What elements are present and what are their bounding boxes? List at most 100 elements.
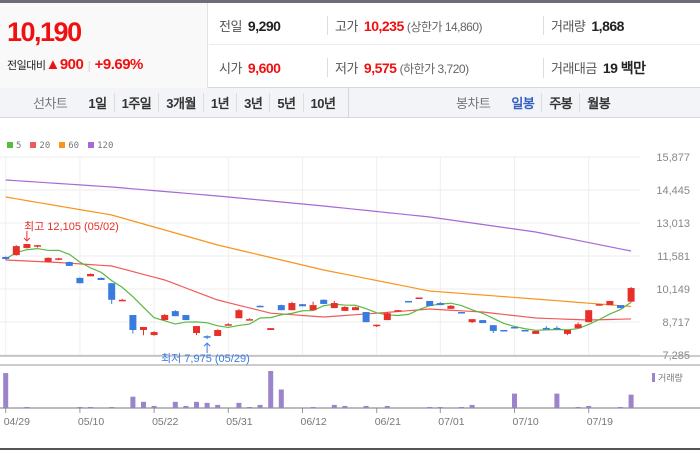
volume-legend-swatch (652, 373, 655, 382)
volume-bar (183, 405, 189, 408)
candle (532, 330, 540, 334)
candle (108, 283, 116, 300)
tab-5y[interactable]: 5년 (269, 93, 302, 112)
candle (447, 305, 455, 309)
chart-tabs: 선차트 1일 1주일 3개월 1년 3년 5년 10년 봉차트 일봉 주봉 월봉 (0, 88, 700, 118)
volume-bar (363, 405, 369, 408)
volume-bar (247, 406, 252, 408)
candle (585, 310, 593, 323)
x-tick-label: 04/29 (4, 416, 30, 428)
candle (23, 244, 31, 248)
tab-daily[interactable]: 일봉 (511, 96, 535, 111)
bottom-border (0, 448, 700, 450)
candle (299, 304, 306, 307)
legend-ma5: 5 (7, 141, 21, 151)
tab-3m[interactable]: 3개월 (158, 93, 203, 112)
volume-bar (554, 393, 560, 408)
volume-bar (586, 405, 592, 408)
high-annotation: 최고 12,105 (05/02) (24, 221, 119, 233)
change-value: 900 (59, 56, 84, 73)
candle (171, 311, 179, 317)
tab-weekly[interactable]: 주봉 (541, 93, 579, 112)
candle (564, 329, 571, 334)
volume: 거래량 1,868 (543, 16, 624, 35)
candle (627, 288, 635, 302)
candle (542, 327, 550, 330)
price-change: 전일대비▲900 | +9.69% (7, 56, 143, 73)
candle (140, 327, 147, 330)
low-annotation: 최저 7,975 (05/29) (161, 353, 250, 365)
candle (521, 329, 529, 332)
current-price-box: 10,190 전일대비▲900 | +9.69% (0, 3, 208, 88)
low-price: 저가 9,575 (하한가 3,720) (327, 58, 469, 77)
volume-bar (172, 401, 178, 408)
candle (193, 326, 200, 333)
candle (150, 332, 158, 336)
candle (87, 273, 94, 277)
candle (65, 262, 73, 266)
candle (97, 277, 105, 280)
volume-bar (141, 401, 146, 408)
candle (214, 329, 222, 336)
candle (76, 277, 84, 284)
candle (415, 297, 423, 300)
volume-bar (469, 404, 475, 408)
candle (458, 312, 465, 314)
tab-3y[interactable]: 3년 (236, 93, 269, 112)
volume-bar (384, 405, 390, 408)
y-tick-label: 13,013 (656, 218, 690, 230)
legend-ma60: 60 (59, 141, 79, 151)
quote-row-1: 전일 9,290 고가 10,235 (상한가 14,860) 거래량 1,868 (209, 3, 700, 45)
candle (383, 313, 391, 321)
change-label: 전일대비 (7, 59, 46, 72)
x-tick-label: 05/31 (226, 416, 252, 428)
candle (224, 324, 232, 326)
ma60-line (5, 196, 632, 308)
tab-1d[interactable]: 1일 (88, 96, 107, 111)
volume-bar (257, 404, 263, 408)
tab-10y[interactable]: 10년 (302, 93, 343, 112)
ma20-line (5, 259, 632, 321)
candle (479, 320, 487, 324)
candle (426, 300, 434, 307)
legend-ma20: 20 (30, 141, 50, 151)
candle (394, 310, 402, 312)
candle (320, 299, 328, 304)
volume-bar (437, 406, 443, 408)
volume-bar (77, 406, 83, 408)
candle (44, 257, 52, 262)
candle (182, 315, 190, 321)
volume-bar (427, 406, 433, 408)
line-chart-tabs: 선차트 1일 1주일 3개월 1년 3년 5년 10년 (0, 88, 349, 117)
candle (436, 303, 444, 306)
ma5-line (5, 247, 632, 331)
candle (235, 310, 243, 319)
candle (489, 325, 497, 331)
candle (405, 300, 412, 303)
candle (256, 305, 264, 308)
price-chart[interactable]: 15,87714,44513,01311,58110,1498,7177,285… (0, 118, 700, 448)
candle-chart-tabs: 봉차트 일봉 주봉 월봉 (350, 88, 700, 117)
change-percent: +9.69% (94, 56, 144, 73)
tab-monthly[interactable]: 월봉 (579, 93, 617, 112)
x-tick-label: 05/22 (152, 416, 178, 428)
volume-bar (88, 406, 93, 408)
tab-1y[interactable]: 1년 (202, 93, 236, 112)
tab-1w[interactable]: 1주일 (113, 93, 159, 112)
x-tick-label: 06/12 (301, 416, 327, 428)
candle (55, 258, 63, 260)
volume-bar (194, 401, 199, 408)
quote-row-2: 시가 9,600 저가 9,575 (하한가 3,720) 거래대금 19 백만 (209, 45, 700, 87)
volume-bar (3, 373, 9, 408)
volume-bar (109, 406, 115, 408)
candle (12, 246, 20, 256)
volume-bar (236, 402, 242, 408)
y-tick-label: 15,877 (656, 152, 690, 164)
volume-bar (512, 393, 517, 408)
candle (468, 319, 476, 323)
candle (606, 300, 614, 306)
candle (118, 299, 126, 302)
candle-chart-label: 봉차트 (456, 96, 491, 111)
y-tick-label: 14,445 (656, 185, 690, 197)
x-tick-label: 07/19 (587, 416, 613, 428)
